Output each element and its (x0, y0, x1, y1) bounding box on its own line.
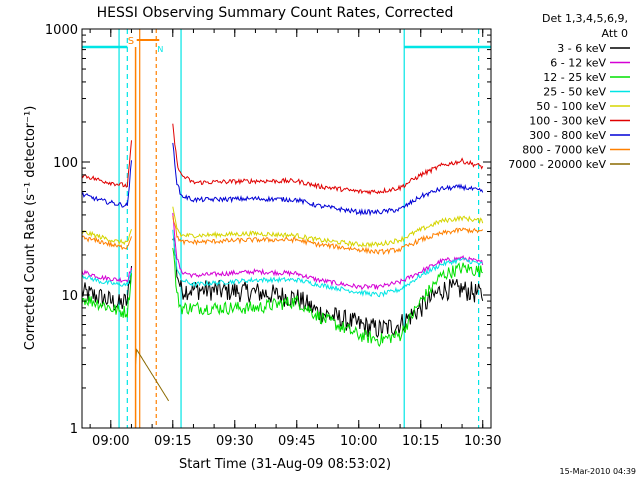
x-tick-label: 09:00 (92, 434, 129, 449)
legend-entry-label: 12 - 25 keV (543, 71, 606, 84)
marker-label-s: S (128, 36, 134, 47)
legend: Det 1,3,4,5,6,9, Att 0 3 - 6 keV 6 - 12 k… (508, 12, 630, 171)
y-axis-label: Corrected Count Rate (s⁻¹ detector⁻¹) (23, 106, 38, 351)
plot-frame (81, 28, 492, 429)
series-line-12-25-kev (82, 273, 132, 318)
x-axis-label: Start Time (31-Aug-09 08:53:02) (179, 457, 391, 472)
x-tick-label: 09:45 (278, 434, 315, 449)
series-line-300-800-kev (172, 142, 484, 217)
series-line-800-7000-kev (172, 215, 484, 255)
x-tick-label: 09:30 (216, 434, 253, 449)
legend-entry-label: 25 - 50 keV (543, 86, 606, 99)
series-line-7000-20000-kev (135, 348, 170, 402)
series-line-800-7000-kev (82, 235, 132, 251)
footer-timestamp: 15-Mar-2010 04:39 (560, 467, 637, 476)
series-line-100-300-kev (172, 123, 484, 196)
x-tick-label: 09:15 (154, 434, 191, 449)
y-tick-label: 1 (70, 422, 78, 437)
series-line-6-12-kev (172, 212, 484, 291)
series-line-3-6-kev (82, 265, 132, 311)
legend-entry-label: 3 - 6 keV (557, 42, 606, 55)
x-tick-label: 10:15 (402, 434, 439, 449)
series-line-300-800-kev (82, 160, 132, 208)
legend-entry-label: 100 - 300 keV (529, 115, 606, 128)
legend-entry-label: 300 - 800 keV (529, 129, 606, 142)
legend-entry-label: 7000 - 20000 keV (508, 158, 606, 171)
legend-header-line1: Det 1,3,4,5,6,9, (542, 12, 628, 25)
series-line-50-100-kev (82, 229, 132, 246)
legend-header-line2: Att 0 (602, 27, 628, 40)
x-tick-label: 10:30 (464, 434, 501, 449)
series-line-3-6-kev (172, 237, 484, 339)
plot-inner (82, 29, 491, 428)
y-tick-label: 1000 (45, 23, 78, 38)
plot-area: SN (82, 29, 491, 428)
ticks: 1 10 100 1000 09:00 09:15 09:30 09:45 10:00 10:15… (45, 23, 502, 449)
series-line-100-300-kev (82, 140, 132, 188)
chart-title: HESSI Observing Summary Count Rates, Cor… (97, 5, 454, 21)
marker-label-n: N (157, 45, 163, 54)
series-line-25-50-kev (172, 229, 483, 298)
axes (81, 28, 492, 429)
x-tick-label: 10:00 (340, 434, 377, 449)
legend-entry-label: 6 - 12 keV (550, 57, 606, 70)
series-line-25-50-kev (82, 269, 132, 287)
y-tick-label: 10 (61, 289, 78, 304)
series-line-12-25-kev (172, 247, 483, 347)
legend-entry-label: 50 - 100 keV (536, 100, 606, 113)
series-line-50-100-kev (172, 206, 484, 249)
y-tick-label: 100 (53, 156, 78, 171)
legend-entry-label: 800 - 7000 keV (522, 144, 606, 157)
